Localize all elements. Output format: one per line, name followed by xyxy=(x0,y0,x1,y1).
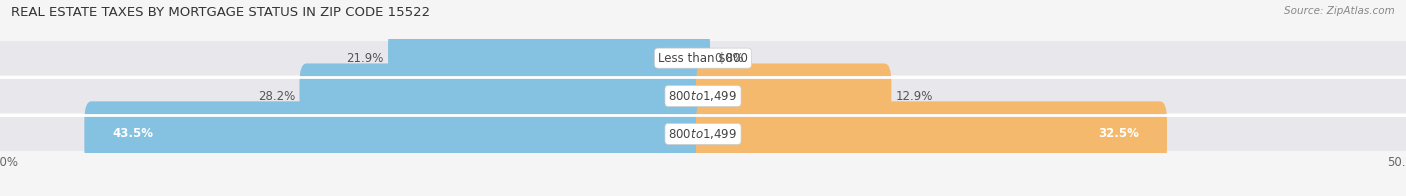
Text: 21.9%: 21.9% xyxy=(346,52,384,65)
Text: 32.5%: 32.5% xyxy=(1098,127,1139,140)
FancyBboxPatch shape xyxy=(84,101,710,167)
FancyBboxPatch shape xyxy=(299,64,710,129)
Text: Source: ZipAtlas.com: Source: ZipAtlas.com xyxy=(1284,6,1395,16)
Text: 12.9%: 12.9% xyxy=(896,90,934,103)
FancyBboxPatch shape xyxy=(0,117,1406,151)
FancyBboxPatch shape xyxy=(388,25,710,91)
Text: Less than $800: Less than $800 xyxy=(658,52,748,65)
FancyBboxPatch shape xyxy=(696,101,1167,167)
Text: $800 to $1,499: $800 to $1,499 xyxy=(668,127,738,141)
FancyBboxPatch shape xyxy=(0,41,1406,75)
Text: REAL ESTATE TAXES BY MORTGAGE STATUS IN ZIP CODE 15522: REAL ESTATE TAXES BY MORTGAGE STATUS IN … xyxy=(11,6,430,19)
Text: 28.2%: 28.2% xyxy=(259,90,295,103)
Text: 43.5%: 43.5% xyxy=(112,127,153,140)
Text: $800 to $1,499: $800 to $1,499 xyxy=(668,89,738,103)
Text: 0.0%: 0.0% xyxy=(714,52,744,65)
FancyBboxPatch shape xyxy=(0,79,1406,113)
Legend: Without Mortgage, With Mortgage: Without Mortgage, With Mortgage xyxy=(581,195,825,196)
FancyBboxPatch shape xyxy=(696,64,891,129)
